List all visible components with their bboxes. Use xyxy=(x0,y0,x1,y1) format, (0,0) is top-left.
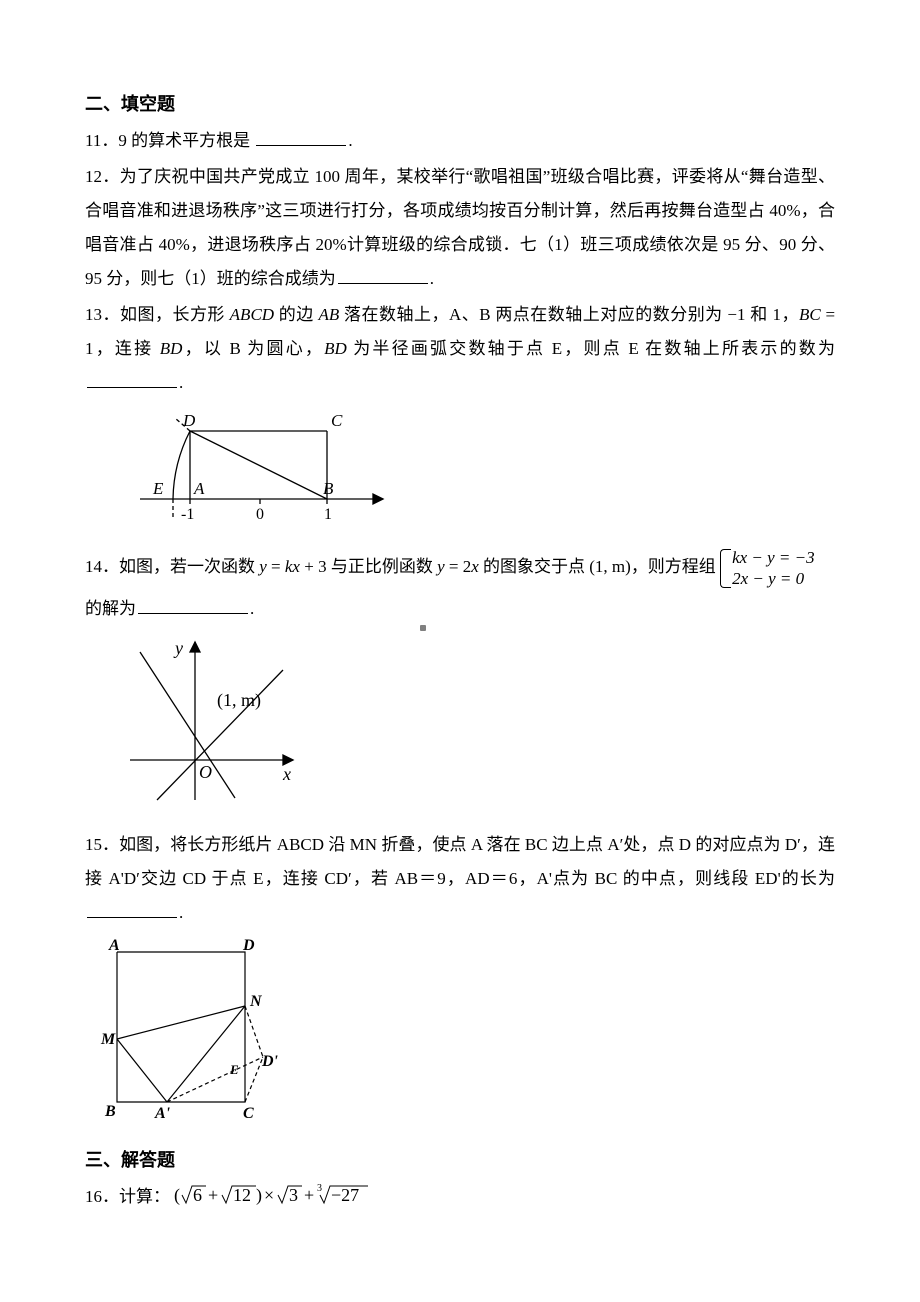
q14-f1d: + 3 xyxy=(300,557,327,576)
q15-B: B xyxy=(104,1103,116,1120)
q14-label-pt: (1, m) xyxy=(217,690,261,711)
q13-blank xyxy=(87,370,177,388)
center-marker-icon xyxy=(420,625,426,631)
q15-A: A xyxy=(108,937,120,954)
svg-text:3: 3 xyxy=(289,1185,298,1205)
q15-M: M xyxy=(100,1031,116,1048)
section-2-header: 二、填空题 xyxy=(85,86,835,122)
q11-blank xyxy=(256,128,346,146)
q14-figure: y x O (1, m) xyxy=(115,630,835,822)
q13-t6: ，以 B 为圆心， xyxy=(182,339,324,358)
q16-expr: ( 6 + 12 ) × 3 + 3 −27 xyxy=(170,1187,374,1206)
question-13: 13．如图，长方形 ABCD 的边 AB 落在数轴上，A、B 两点在数轴上对应的… xyxy=(85,298,835,400)
q13-t5: ，连接 xyxy=(94,339,160,358)
q12-text: 为了庆祝中国共产党成立 100 周年，某校举行“歌唱祖国”班级合唱比赛，评委将从… xyxy=(85,167,835,288)
q14-pt: (1, m) xyxy=(589,557,631,576)
q14-eqsys: kx − y = −3 2x − y = 0 xyxy=(720,547,815,590)
q13-figure: D C E A B -1 0 1 xyxy=(95,404,835,541)
q13-ab: AB xyxy=(319,305,340,324)
svg-text:3: 3 xyxy=(317,1183,322,1194)
svg-text:+: + xyxy=(304,1185,314,1205)
q13-t7: 为半径画弧交数轴于点 E，则点 E 在数轴上所表示的数为 xyxy=(347,339,835,358)
q14-t4: ，则方程组 xyxy=(631,557,720,576)
q16-label: 计算： xyxy=(119,1187,170,1206)
q13-num: 13． xyxy=(85,305,120,324)
q13-t3: 落在数轴上，A、B 两点在数轴上对应的数分别为 xyxy=(339,305,727,324)
q14-t3: 的图象交于点 xyxy=(479,557,590,576)
q14-eq1: kx − y = −3 xyxy=(732,548,815,567)
question-15: 15．如图，将长方形纸片 ABCD 沿 MN 折叠，使点 A 落在 BC 边上点… xyxy=(85,828,835,930)
q13-label-p1: 1 xyxy=(324,506,332,523)
q14-f1b: = xyxy=(267,557,285,576)
q13-label-D: D xyxy=(182,411,196,430)
section-3-header: 三、解答题 xyxy=(85,1142,835,1178)
q14-t2: 与正比例函数 xyxy=(327,557,438,576)
q13-label-E: E xyxy=(152,479,164,498)
question-12: 12．为了庆祝中国共产党成立 100 周年，某校举行“歌唱祖国”班级合唱比赛，评… xyxy=(85,160,835,296)
q16-num: 16． xyxy=(85,1187,119,1206)
q13-t4: 和 1， xyxy=(746,305,799,324)
q12-tail: . xyxy=(430,269,434,288)
q15-text: 如图，将长方形纸片 ABCD 沿 MN 折叠，使点 A 落在 BC 边上点 A′… xyxy=(85,835,835,888)
q12-blank xyxy=(338,266,428,284)
svg-text:(: ( xyxy=(174,1185,180,1206)
q14-label-y: y xyxy=(173,638,183,658)
q13-bc: BC xyxy=(799,305,821,324)
q13-abcd: ABCD xyxy=(230,305,274,324)
q13-label-C: C xyxy=(331,411,343,430)
q13-t2: 的边 xyxy=(274,305,318,324)
q15-N: N xyxy=(249,993,263,1010)
q12-num: 12． xyxy=(85,167,120,186)
q15-figure: A D M N D' E B A' C xyxy=(95,934,835,1136)
q15-D: D xyxy=(242,937,255,954)
q14-f2c: x xyxy=(471,557,479,576)
q15-E: E xyxy=(229,1062,239,1077)
q14-f1a: y xyxy=(259,557,267,576)
q11-text: 9 的算术平方根是 xyxy=(118,131,254,150)
q13-tail: . xyxy=(179,373,183,392)
svg-text:×: × xyxy=(264,1185,274,1205)
q15-C: C xyxy=(243,1105,254,1122)
svg-text:): ) xyxy=(256,1185,262,1206)
svg-text:−27: −27 xyxy=(331,1185,359,1205)
q14-t1: 如图，若一次函数 xyxy=(119,557,259,576)
q15-tail: . xyxy=(179,903,183,922)
question-14-line2: 的解为. xyxy=(85,592,835,626)
q13-label-m1: -1 xyxy=(181,506,194,523)
q13-label-A: A xyxy=(193,479,205,498)
q14-blank xyxy=(138,596,248,614)
question-16: 16．计算： ( 6 + 12 ) × 3 + 3 −27 xyxy=(85,1180,835,1214)
q13-bd2: BD xyxy=(324,339,347,358)
q13-label-B: B xyxy=(323,479,334,498)
question-11: 11．9 的算术平方根是 . xyxy=(85,124,835,158)
q13-bd: BD xyxy=(160,339,183,358)
q13-t1: 如图，长方形 xyxy=(120,305,230,324)
q14-t5: 的解为 xyxy=(85,599,136,618)
q14-num: 14． xyxy=(85,557,119,576)
svg-text:6: 6 xyxy=(193,1185,202,1205)
q15-Dp: D' xyxy=(261,1053,279,1070)
q14-tail: . xyxy=(250,599,254,618)
q14-f1c: kx xyxy=(285,557,300,576)
svg-text:+: + xyxy=(208,1185,218,1205)
q14-f2b: = 2 xyxy=(445,557,472,576)
q14-label-O: O xyxy=(199,762,212,782)
question-14: 14．如图，若一次函数 y = kx + 3 与正比例函数 y = 2x 的图象… xyxy=(85,547,835,590)
q14-label-x: x xyxy=(282,764,291,784)
q15-Ap: A' xyxy=(154,1105,171,1122)
svg-text:12: 12 xyxy=(233,1185,251,1205)
q13-label-z: 0 xyxy=(256,506,264,523)
q14-eq2: 2x − y = 0 xyxy=(732,569,804,588)
q14-f2a: y xyxy=(437,557,445,576)
q13-neg1: −1 xyxy=(727,305,745,324)
q15-blank xyxy=(87,900,177,918)
q11-tail: . xyxy=(348,131,352,150)
q11-num: 11． xyxy=(85,131,118,150)
q15-num: 15． xyxy=(85,835,119,854)
